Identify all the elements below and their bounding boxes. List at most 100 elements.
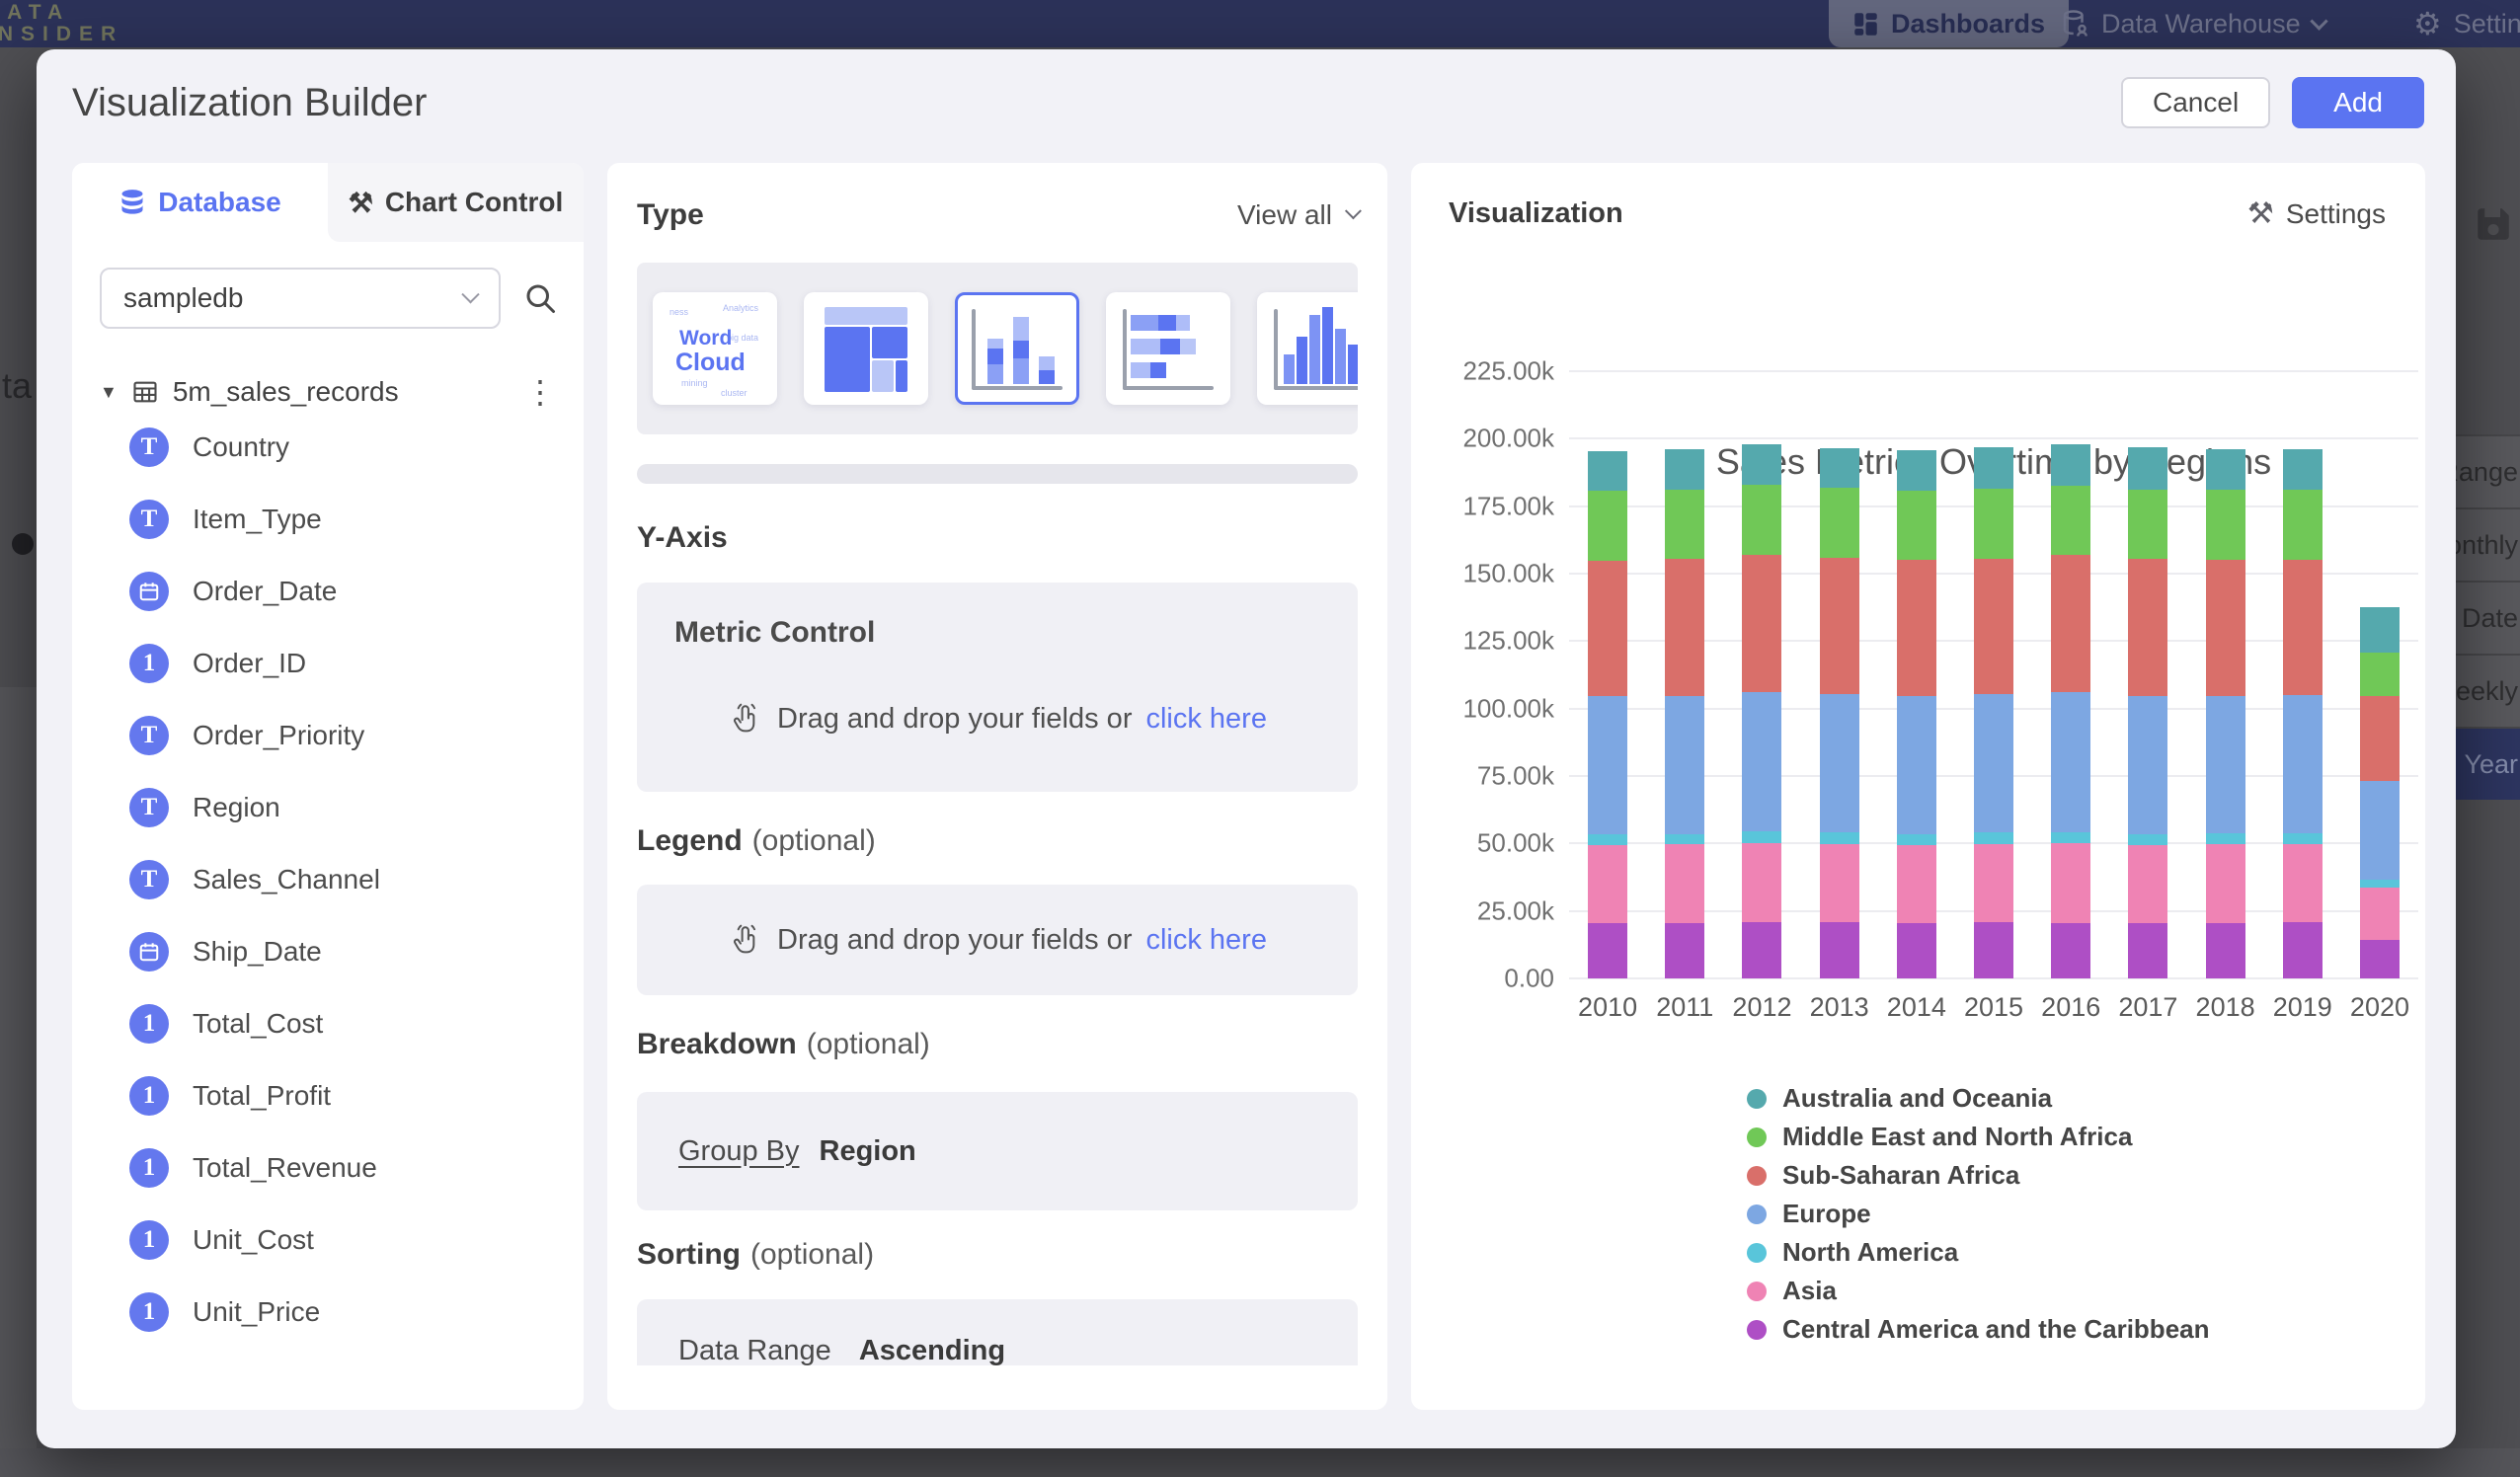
field-item-order_date[interactable]: Order_Date bbox=[72, 555, 584, 627]
field-item-item_type[interactable]: TItem_Type bbox=[72, 483, 584, 555]
field-item-region[interactable]: TRegion bbox=[72, 771, 584, 843]
bar-segment-2012[interactable] bbox=[1742, 843, 1781, 922]
bar-segment-2014[interactable] bbox=[1897, 834, 1936, 845]
bar-segment-2013[interactable] bbox=[1820, 558, 1859, 695]
bar-segment-2019[interactable] bbox=[2283, 449, 2323, 490]
bar-segment-2016[interactable] bbox=[2051, 692, 2090, 832]
field-item-total_revenue[interactable]: 1Total_Revenue bbox=[72, 1131, 584, 1204]
bar-segment-2015[interactable] bbox=[1974, 694, 2013, 832]
bar-segment-2018[interactable] bbox=[2206, 490, 2245, 560]
nav-item-dashboards[interactable]: Dashboards bbox=[1829, 0, 2069, 47]
bar-segment-2015[interactable] bbox=[1974, 559, 2013, 694]
bar-segment-2017[interactable] bbox=[2128, 923, 2167, 978]
metric-control-dropzone[interactable]: Metric Control Drag and drop your fields… bbox=[637, 583, 1358, 792]
bar-segment-2017[interactable] bbox=[2128, 490, 2167, 559]
bar-segment-2019[interactable] bbox=[2283, 844, 2323, 922]
bar-segment-2018[interactable] bbox=[2206, 844, 2245, 923]
bar-segment-2013[interactable] bbox=[1820, 832, 1859, 843]
bar-2015[interactable] bbox=[1955, 371, 2032, 978]
chart-type-histogram[interactable] bbox=[1257, 292, 1358, 405]
sort-direction-value[interactable]: Ascending bbox=[859, 1335, 1005, 1365]
field-item-unit_cost[interactable]: 1Unit_Cost bbox=[72, 1204, 584, 1276]
legend-item[interactable]: Sub-Saharan Africa bbox=[1747, 1156, 2210, 1195]
bar-segment-2015[interactable] bbox=[1974, 922, 2013, 978]
bar-segment-2015[interactable] bbox=[1974, 447, 2013, 490]
bar-segment-2019[interactable] bbox=[2283, 833, 2323, 844]
field-item-country[interactable]: TCountry bbox=[72, 411, 584, 483]
field-item-unit_price[interactable]: 1Unit_Price bbox=[72, 1276, 584, 1348]
bar-segment-2019[interactable] bbox=[2283, 922, 2323, 978]
bar-segment-2010[interactable] bbox=[1588, 561, 1627, 696]
bar-2017[interactable] bbox=[2109, 371, 2186, 978]
bar-segment-2020[interactable] bbox=[2360, 880, 2400, 888]
bar-segment-2010[interactable] bbox=[1588, 845, 1627, 924]
tab-database[interactable]: Database bbox=[72, 163, 328, 242]
tab-chart-control[interactable]: ⚒ Chart Control bbox=[328, 163, 584, 242]
bar-segment-2018[interactable] bbox=[2206, 560, 2245, 696]
legend-item[interactable]: Europe bbox=[1747, 1195, 2210, 1233]
bar-2011[interactable] bbox=[1646, 371, 1723, 978]
field-item-total_profit[interactable]: 1Total_Profit bbox=[72, 1059, 584, 1131]
bar-segment-2020[interactable] bbox=[2360, 888, 2400, 940]
bar-segment-2020[interactable] bbox=[2360, 940, 2400, 978]
chart-settings-button[interactable]: ⚒ Settings bbox=[2247, 196, 2386, 231]
view-all-button[interactable]: View all bbox=[1237, 199, 1358, 231]
bar-segment-2010[interactable] bbox=[1588, 834, 1627, 845]
bar-segment-2019[interactable] bbox=[2283, 695, 2323, 833]
table-tree-header[interactable]: ▼ 5m_sales_records ⋮ bbox=[72, 373, 584, 411]
chart-type-word-cloud[interactable]: nessAnalyticsbig dataWordCloudminingclus… bbox=[653, 292, 777, 405]
bar-segment-2019[interactable] bbox=[2283, 490, 2323, 560]
bar-segment-2012[interactable] bbox=[1742, 831, 1781, 842]
bar-segment-2015[interactable] bbox=[1974, 844, 2013, 923]
bar-2019[interactable] bbox=[2264, 371, 2341, 978]
bar-segment-2011[interactable] bbox=[1665, 844, 1704, 922]
bar-segment-2011[interactable] bbox=[1665, 834, 1704, 845]
bar-segment-2010[interactable] bbox=[1588, 491, 1627, 561]
legend-item[interactable]: Central America and the Caribbean bbox=[1747, 1310, 2210, 1349]
bar-segment-2013[interactable] bbox=[1820, 694, 1859, 832]
bar-segment-2017[interactable] bbox=[2128, 447, 2167, 490]
bar-segment-2011[interactable] bbox=[1665, 923, 1704, 978]
bar-segment-2010[interactable] bbox=[1588, 451, 1627, 491]
chart-type-stacked-bar[interactable] bbox=[1106, 292, 1230, 405]
bar-segment-2011[interactable] bbox=[1665, 696, 1704, 834]
bar-2020[interactable] bbox=[2341, 371, 2418, 978]
bar-segment-2012[interactable] bbox=[1742, 555, 1781, 692]
bar-segment-2011[interactable] bbox=[1665, 490, 1704, 558]
bar-2013[interactable] bbox=[1801, 371, 1878, 978]
bar-segment-2019[interactable] bbox=[2283, 560, 2323, 695]
bar-segment-2014[interactable] bbox=[1897, 450, 1936, 491]
bar-segment-2011[interactable] bbox=[1665, 559, 1704, 696]
bar-segment-2012[interactable] bbox=[1742, 444, 1781, 485]
carousel-scrollbar[interactable] bbox=[637, 464, 1358, 484]
bar-segment-2017[interactable] bbox=[2128, 696, 2167, 834]
bar-segment-2018[interactable] bbox=[2206, 449, 2245, 490]
cancel-button[interactable]: Cancel bbox=[2121, 77, 2270, 128]
bar-segment-2014[interactable] bbox=[1897, 923, 1936, 978]
bar-segment-2020[interactable] bbox=[2360, 653, 2400, 696]
field-item-order_id[interactable]: 1Order_ID bbox=[72, 627, 584, 699]
bar-segment-2015[interactable] bbox=[1974, 489, 2013, 559]
bar-segment-2011[interactable] bbox=[1665, 449, 1704, 490]
bar-2018[interactable] bbox=[2187, 371, 2264, 978]
bar-segment-2018[interactable] bbox=[2206, 833, 2245, 844]
bar-segment-2017[interactable] bbox=[2128, 559, 2167, 696]
nav-item-settings[interactable]: ⚙ Settings bbox=[2413, 0, 2520, 47]
bar-segment-2010[interactable] bbox=[1588, 696, 1627, 833]
bar-segment-2015[interactable] bbox=[1974, 832, 2013, 843]
group-by-label[interactable]: Group By bbox=[678, 1135, 800, 1168]
bar-segment-2018[interactable] bbox=[2206, 696, 2245, 833]
bar-segment-2016[interactable] bbox=[2051, 923, 2090, 978]
bar-2012[interactable] bbox=[1723, 371, 1800, 978]
bar-segment-2016[interactable] bbox=[2051, 555, 2090, 692]
field-item-sales_channel[interactable]: TSales_Channel bbox=[72, 843, 584, 915]
bar-segment-2016[interactable] bbox=[2051, 444, 2090, 486]
bar-segment-2014[interactable] bbox=[1897, 696, 1936, 833]
bar-2014[interactable] bbox=[1878, 371, 1955, 978]
search-icon[interactable] bbox=[522, 280, 558, 316]
bar-segment-2013[interactable] bbox=[1820, 922, 1859, 978]
bar-segment-2017[interactable] bbox=[2128, 834, 2167, 845]
bar-segment-2014[interactable] bbox=[1897, 491, 1936, 561]
bar-segment-2016[interactable] bbox=[2051, 843, 2090, 922]
field-item-order_priority[interactable]: TOrder_Priority bbox=[72, 699, 584, 771]
